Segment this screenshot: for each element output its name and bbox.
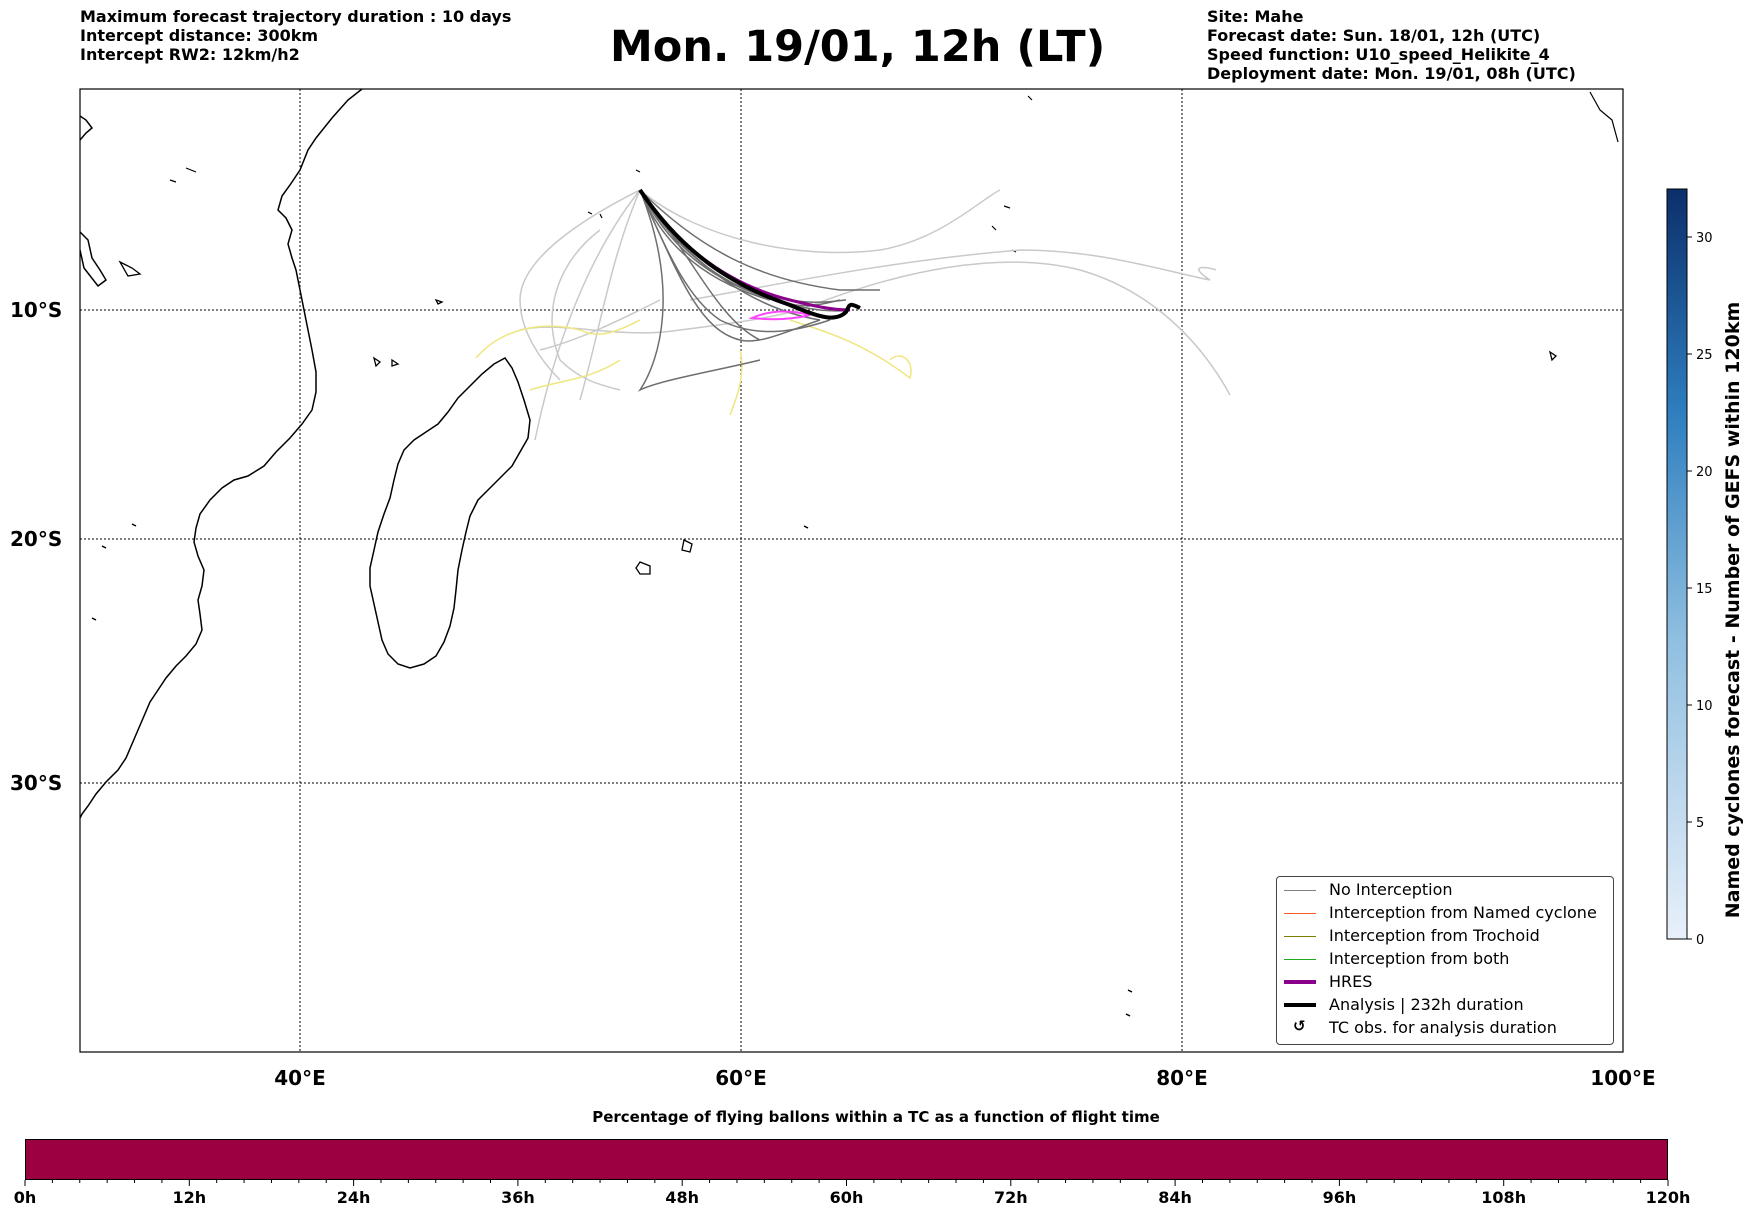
cbar-tick-15: 15 (1696, 582, 1713, 597)
colorbar-tick-labels: 0 5 10 15 20 25 30 (1696, 231, 1713, 948)
lat-label-20s: 20°S (10, 527, 62, 551)
bottom-tick-label: 96h (1322, 1188, 1357, 1207)
madagascar-coastline (369, 357, 531, 669)
site-text: Site: Mahe (1207, 7, 1304, 26)
lat-label-10s: 10°S (10, 298, 62, 322)
lon-label-60e: 60°E (715, 1066, 767, 1090)
legend-label: No Interception (1329, 880, 1453, 899)
seychelles-islands (169, 91, 1619, 253)
intercept-rw2-text: Intercept RW2: 12km/h2 (80, 45, 300, 64)
legend-swatch (1284, 959, 1316, 960)
legend-item-tc-obs: ↺ TC obs. for analysis duration (1277, 1017, 1613, 1039)
lon-axis-labels: 40°E 60°E 80°E 100°E (274, 1066, 1655, 1090)
legend-swatch (1284, 980, 1316, 984)
legend-label: Interception from Named cyclone (1329, 903, 1597, 922)
forecast-date-text: Forecast date: Sun. 18/01, 12h (UTC) (1207, 26, 1541, 45)
legend-label: TC obs. for analysis duration (1329, 1018, 1557, 1037)
flight-time-percentage-bar (25, 1139, 1668, 1180)
page-title: Mon. 19/01, 12h (LT) (610, 22, 1106, 72)
legend-item-hres: HRES (1277, 971, 1613, 993)
legend-item-analysis: Analysis | 232h duration (1277, 994, 1613, 1016)
cbar-tick-30: 30 (1696, 231, 1713, 246)
legend-item-both: Interception from both (1277, 948, 1613, 970)
cbar-tick-25: 25 (1696, 348, 1713, 363)
legend-label: HRES (1329, 972, 1373, 991)
tc-symbol-icon: ↺ (1293, 1017, 1306, 1035)
legend-item-no-interception: No Interception (1277, 879, 1613, 901)
legend-label: Analysis | 232h duration (1329, 995, 1524, 1014)
bottom-bar-title: Percentage of flying ballons within a TC… (592, 1108, 1160, 1126)
bottom-tick-label: 84h (1158, 1188, 1192, 1207)
lat-label-30s: 30°S (10, 771, 62, 795)
yellow-trajectories (475, 319, 912, 416)
bottom-tick-label: 48h (665, 1188, 700, 1207)
lon-label-80e: 80°E (1156, 1066, 1208, 1090)
colorbar-label: Named cyclones forecast - Number of GEFS… (1722, 301, 1744, 919)
legend-swatch (1284, 1003, 1316, 1007)
africa-coastline (80, 89, 363, 819)
bottom-bar-ticks (24, 1180, 1669, 1186)
bottom-tick-label: 24h (336, 1188, 371, 1207)
cbar-tick-20: 20 (1696, 465, 1713, 480)
colorbar-ticks (1687, 236, 1692, 940)
bottom-tick-label: 72h (993, 1188, 1028, 1207)
ensemble-trajectories-light (519, 189, 1231, 441)
cbar-tick-0: 0 (1696, 933, 1704, 948)
legend-item-trochoid: Interception from Trochoid (1277, 925, 1613, 947)
bottom-tick-label: 120h (1645, 1188, 1691, 1207)
legend-label: Interception from Trochoid (1329, 926, 1540, 945)
forecast-parameters: Maximum forecast trajectory duration : 1… (80, 7, 511, 64)
named-cyclones-colorbar (1666, 188, 1688, 940)
legend-swatch (1284, 890, 1316, 891)
lat-axis-labels: 10°S 20°S 30°S (10, 298, 62, 795)
legend-swatch (1284, 936, 1316, 937)
legend-item-named-cyclone: Interception from Named cyclone (1277, 902, 1613, 924)
gridlines (80, 89, 1623, 1052)
cbar-tick-10: 10 (1696, 699, 1713, 714)
legend-label: Interception from both (1329, 949, 1510, 968)
map-frame (79, 88, 1624, 1053)
site-info: Site: Mahe Forecast date: Sun. 18/01, 12… (1207, 7, 1576, 83)
speed-function-text: Speed function: U10_speed_Helikite_4 (1207, 45, 1550, 64)
bottom-tick-label: 60h (829, 1188, 864, 1207)
small-islands (91, 523, 1133, 1017)
bottom-tick-label: 36h (501, 1188, 535, 1207)
max-duration-text: Maximum forecast trajectory duration : 1… (80, 7, 512, 26)
legend-swatch (1284, 913, 1316, 914)
intercept-distance-text: Intercept distance: 300km (80, 26, 319, 45)
comoros-islands (118, 260, 1558, 575)
bottom-tick-label: 0h (13, 1188, 37, 1207)
analysis-trajectory (638, 188, 861, 320)
lon-label-100e: 100°E (1590, 1066, 1655, 1090)
cbar-tick-5: 5 (1696, 816, 1704, 831)
map-legend: No Interception Interception from Named … (1276, 876, 1614, 1045)
deployment-date-text: Deployment date: Mon. 19/01, 08h (UTC) (1207, 64, 1576, 83)
bottom-tick-label: 12h (172, 1188, 207, 1207)
map-content (80, 89, 1623, 1052)
bottom-tick-label: 108h (1481, 1188, 1527, 1207)
lon-label-40e: 40°E (274, 1066, 326, 1090)
